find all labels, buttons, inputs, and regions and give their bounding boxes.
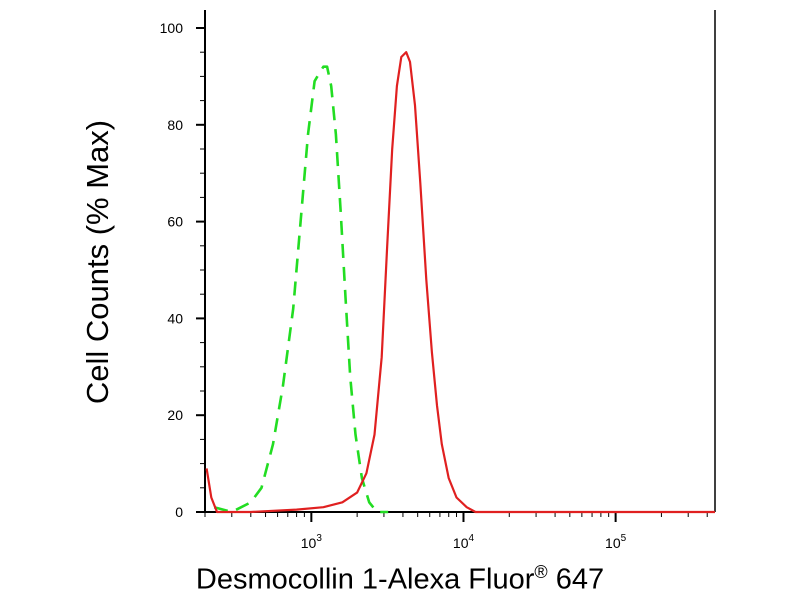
x-tick-label: 104 [453, 533, 475, 551]
y-tick-label: 20 [167, 407, 183, 423]
y-tick-label: 40 [167, 310, 183, 326]
x-axis-label-text: Desmocollin 1-Alexa Fluor [195, 563, 535, 596]
x-axis-label: Desmocollin 1-Alexa Fluor® 647 [0, 562, 800, 597]
x-axis-label-number: 647 [555, 563, 605, 596]
series-line-2 [205, 51, 715, 514]
x-axis-label-suffix: 647 [548, 564, 604, 596]
axes: 0 20 40 60 80 100 103 104 105 [160, 10, 716, 551]
x-tick-label: 105 [605, 533, 627, 551]
y-tick-label: 0 [175, 504, 183, 520]
y-axis-label: Cell Counts (% Max) [80, 119, 115, 405]
y-tick-label: 100 [160, 20, 184, 36]
y-tick-label: 60 [167, 214, 183, 230]
series-group [205, 51, 715, 514]
series-line-1 [213, 65, 389, 514]
y-tick-label: 80 [167, 117, 183, 133]
registered-mark: ® [534, 562, 548, 582]
x-tick-label: 103 [301, 533, 323, 551]
